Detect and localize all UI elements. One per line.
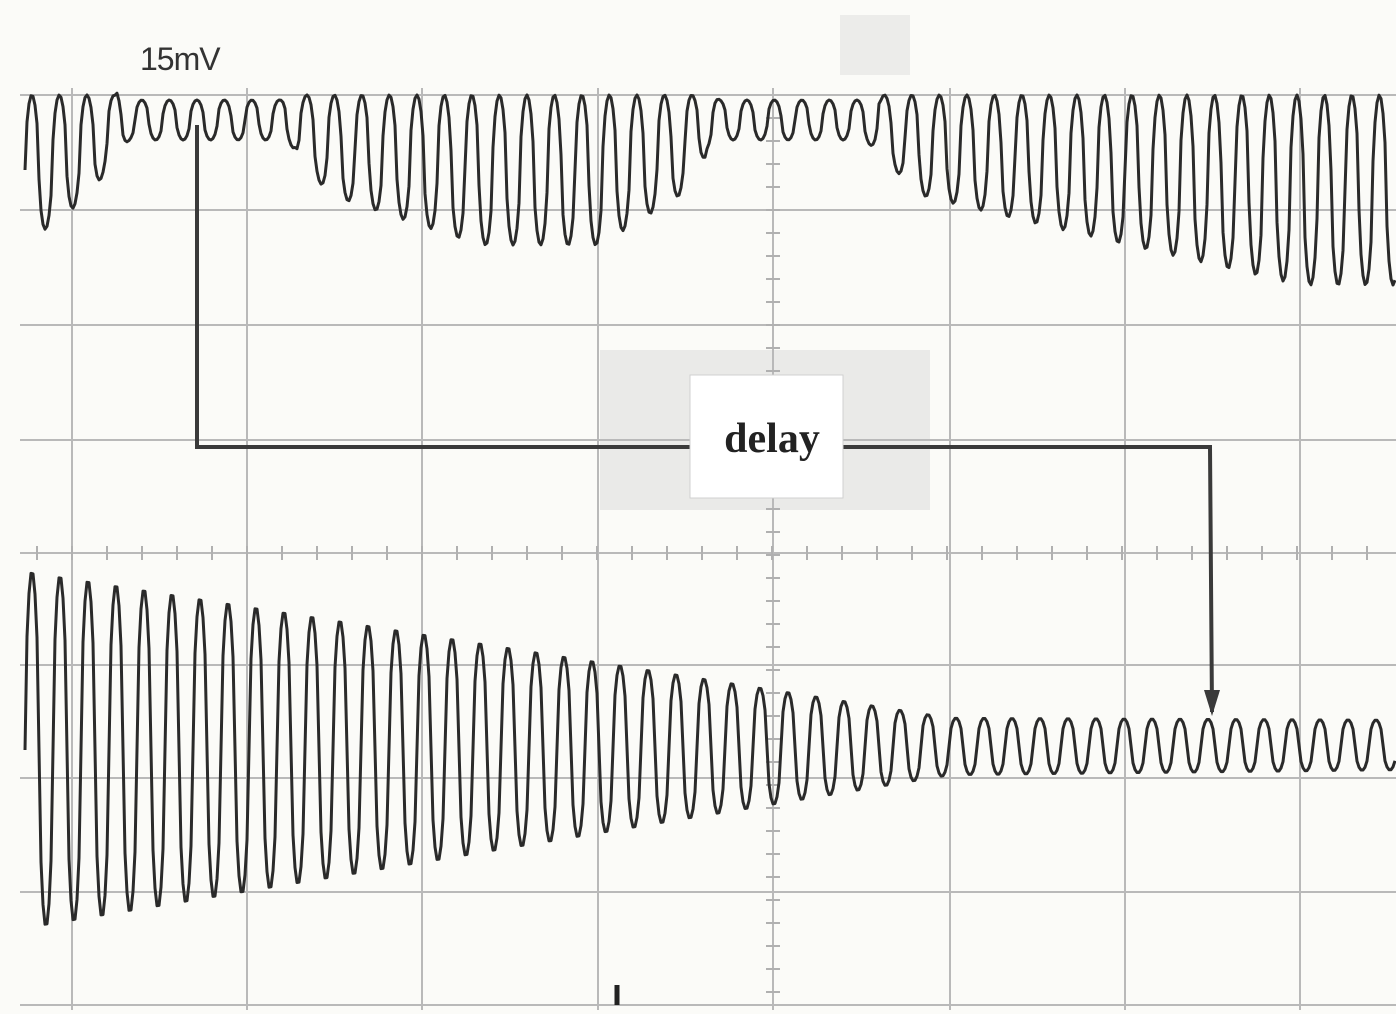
oscilloscope-trace: delay 15mV: [0, 0, 1396, 1014]
paper-smudge: [840, 15, 910, 75]
page: delay 15mV (() => { const data = JSON.pa…: [0, 0, 1396, 1014]
scale-label: 15mV: [140, 41, 221, 77]
delay-label: delay: [724, 416, 820, 462]
